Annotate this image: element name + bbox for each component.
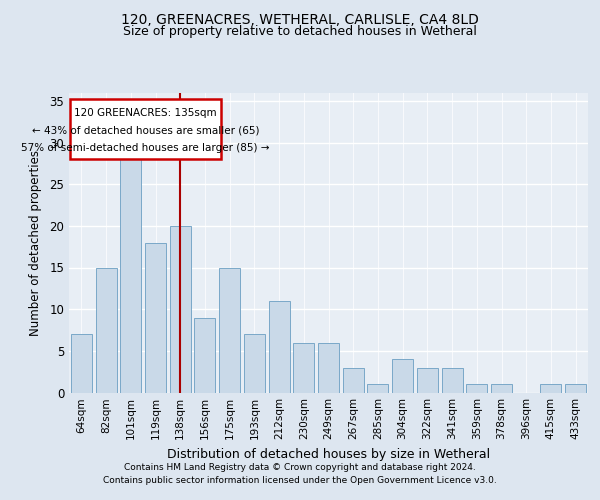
Text: ← 43% of detached houses are smaller (65): ← 43% of detached houses are smaller (65… bbox=[32, 126, 259, 136]
Bar bbox=[417, 368, 438, 392]
Bar bbox=[95, 268, 116, 392]
Y-axis label: Number of detached properties: Number of detached properties bbox=[29, 150, 43, 336]
Bar bbox=[392, 359, 413, 392]
Bar bbox=[442, 368, 463, 392]
Bar bbox=[293, 342, 314, 392]
Text: Contains public sector information licensed under the Open Government Licence v3: Contains public sector information licen… bbox=[103, 476, 497, 485]
Bar bbox=[367, 384, 388, 392]
Bar bbox=[145, 242, 166, 392]
Bar bbox=[244, 334, 265, 392]
Bar bbox=[71, 334, 92, 392]
Bar bbox=[466, 384, 487, 392]
Bar bbox=[70, 99, 221, 159]
Text: Size of property relative to detached houses in Wetheral: Size of property relative to detached ho… bbox=[123, 25, 477, 38]
Text: 120 GREENACRES: 135sqm: 120 GREENACRES: 135sqm bbox=[74, 108, 217, 118]
Bar bbox=[318, 342, 339, 392]
Bar bbox=[219, 268, 240, 392]
Bar bbox=[565, 384, 586, 392]
Bar bbox=[170, 226, 191, 392]
Bar bbox=[194, 318, 215, 392]
Bar bbox=[269, 301, 290, 392]
Text: 120, GREENACRES, WETHERAL, CARLISLE, CA4 8LD: 120, GREENACRES, WETHERAL, CARLISLE, CA4… bbox=[121, 12, 479, 26]
Text: 57% of semi-detached houses are larger (85) →: 57% of semi-detached houses are larger (… bbox=[22, 144, 270, 154]
Bar bbox=[120, 159, 141, 392]
X-axis label: Distribution of detached houses by size in Wetheral: Distribution of detached houses by size … bbox=[167, 448, 490, 461]
Text: Contains HM Land Registry data © Crown copyright and database right 2024.: Contains HM Land Registry data © Crown c… bbox=[124, 464, 476, 472]
Bar bbox=[491, 384, 512, 392]
Bar bbox=[541, 384, 562, 392]
Bar bbox=[343, 368, 364, 392]
